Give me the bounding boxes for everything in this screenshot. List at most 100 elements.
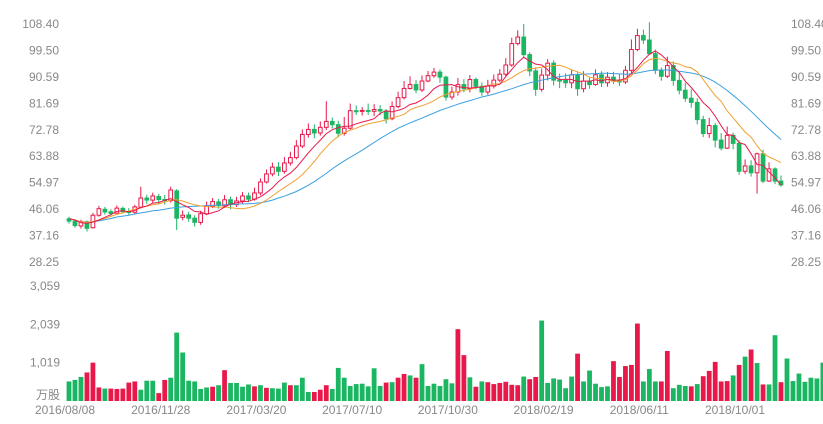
candle-body-down (712, 125, 718, 141)
volume-bar (712, 361, 718, 401)
candle-body-up (629, 49, 634, 71)
volume-bar (258, 385, 263, 401)
date-label: 2017/10/30 (418, 403, 478, 417)
volume-bar (132, 381, 138, 401)
volume-bar (658, 381, 664, 401)
volume-bar (599, 387, 604, 401)
volume-tick-label: 1,019 (30, 356, 60, 370)
volume-bar (168, 377, 174, 401)
price-tick-label-left: 54.97 (29, 176, 59, 190)
ma10-line (68, 57, 782, 223)
volume-unit-label: 万股 (36, 388, 60, 402)
volume-bar (395, 377, 401, 401)
volume-tick-label: 2,039 (30, 317, 60, 331)
volume-bar (78, 376, 84, 401)
volume-bar (563, 388, 569, 401)
volume-bar (790, 381, 796, 401)
volume-bar (730, 375, 736, 401)
candle-body-down (437, 71, 443, 78)
candle-body-down (353, 110, 359, 113)
date-label: 2018/02/19 (514, 403, 574, 417)
volume-axis: 3,059 2,039 1,019 (30, 279, 60, 370)
price-tick-label-left: 28.25 (29, 255, 59, 269)
candle-body-up (317, 126, 323, 134)
candle-body-up (347, 110, 353, 129)
candle-body-up (371, 109, 377, 112)
date-axis: 2016/08/08 2016/11/28 2017/03/20 2017/07/10… (35, 403, 765, 417)
date-label: 2017/07/10 (322, 403, 382, 417)
candle-body-up (724, 134, 730, 149)
volume-bar (138, 389, 144, 401)
candle-body-up (509, 43, 515, 66)
volume-bar (467, 377, 473, 401)
candle-body-up (288, 157, 293, 164)
volume-bar (90, 362, 96, 401)
price-tick-label-right: 81.69 (791, 96, 821, 110)
volume-bar (66, 381, 72, 401)
price-tick-label-left: 37.16 (29, 229, 59, 243)
volume-bar (210, 386, 215, 401)
candle-body-down (557, 79, 562, 82)
volume-bar (365, 386, 371, 401)
volume-bar (186, 380, 192, 401)
candle-body-up (299, 133, 305, 147)
volume-bar (635, 323, 640, 401)
volume-bar (461, 355, 467, 401)
candle-body-up (407, 84, 413, 89)
volume-bar (407, 375, 413, 401)
candle-body-down (563, 79, 568, 84)
volume-bar (623, 366, 628, 401)
volume-bar (120, 388, 126, 401)
volume-bar (694, 384, 700, 401)
date-label: 2016/08/08 (35, 403, 95, 417)
volume-bar (509, 384, 515, 401)
candle-body-up (270, 166, 275, 175)
candle-body-up (198, 213, 203, 223)
candle-body-down (383, 110, 389, 120)
volume-bar (401, 373, 407, 401)
volume-bar (617, 376, 622, 401)
candle-body-down (120, 207, 126, 213)
price-tick-label-right: 37.16 (791, 229, 821, 243)
candle-body-up (114, 207, 120, 214)
candle-body-up (323, 120, 329, 128)
volume-bar (96, 387, 102, 401)
volume-bar (784, 358, 790, 401)
volume-bar (611, 361, 616, 401)
volume-bar (419, 364, 425, 401)
volume-bar (455, 329, 461, 401)
candle-body-down (174, 190, 180, 219)
candle-body-down (365, 109, 371, 112)
volume-bar (192, 381, 198, 401)
candle-body-up (401, 87, 407, 99)
volume-bar (84, 372, 90, 401)
volume-bar (126, 382, 132, 401)
volume-bar (174, 332, 180, 401)
price-tick-label-right: 99.50 (791, 43, 821, 57)
volume-bar (527, 379, 533, 401)
volume-bar (688, 386, 694, 401)
candle-body-up (742, 165, 748, 172)
candle-body-up (419, 80, 425, 91)
volume-bar (287, 385, 293, 401)
candle-body-up (497, 73, 503, 81)
volume-bar (443, 379, 449, 401)
candle-body-down (736, 142, 742, 172)
volume-bar (491, 384, 497, 401)
volume-bar (640, 381, 646, 401)
candle-body-up (449, 91, 455, 98)
candle-body-up (569, 74, 574, 84)
candle-body-up (180, 214, 186, 218)
volume-bar (670, 388, 676, 401)
volume-bar (521, 376, 527, 401)
volume-bar (700, 376, 706, 401)
candle-body-down (276, 166, 281, 172)
ma5-line (68, 50, 782, 224)
candle-body-down (84, 221, 90, 229)
volume-bar (228, 382, 233, 401)
volume-bar (204, 387, 210, 401)
volume-bar (276, 388, 281, 401)
volume-bar (533, 376, 539, 401)
candle-body-down (533, 70, 539, 90)
moving-average-lines (68, 50, 782, 224)
